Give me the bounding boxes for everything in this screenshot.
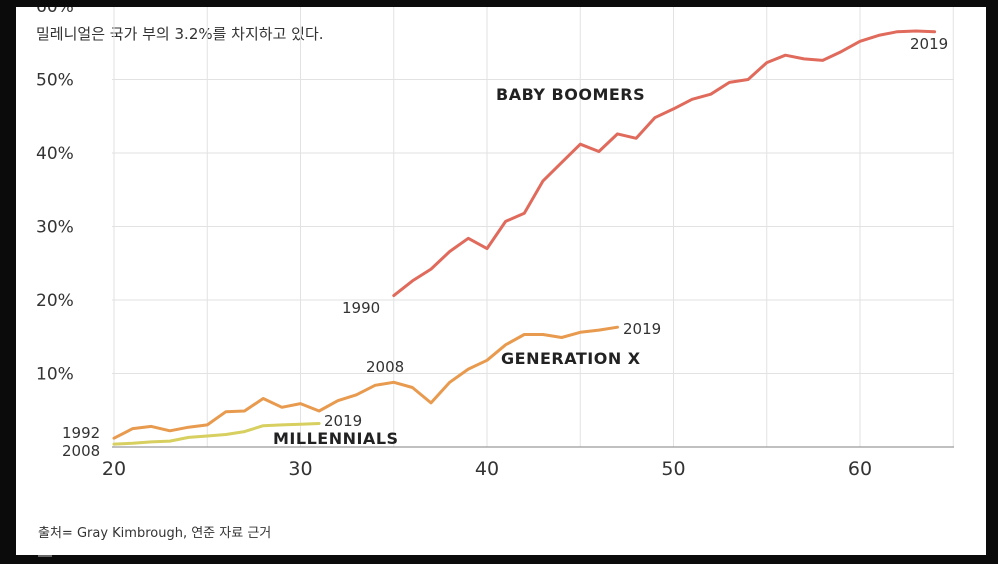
line-chart: 10% 20% 30% 40% 50% 60% 20 30 40 50 60 BABY BOOME… <box>36 7 954 480</box>
y-tick-label-20: 20% <box>36 291 74 311</box>
series-line-millennials <box>112 422 321 446</box>
annotation-mill-end: 2019 <box>324 412 362 430</box>
y-tick-label-10: 10% <box>36 365 74 385</box>
series-lines <box>112 29 937 446</box>
y-tick-label-50: 50% <box>36 71 74 91</box>
x-tick-label-20: 20 <box>102 458 126 480</box>
grid <box>112 7 954 447</box>
x-tick-label-50: 50 <box>661 458 685 480</box>
series-line-baby-boomers <box>392 29 937 298</box>
annotation-genx-end: 2019 <box>623 320 661 338</box>
chart-frame: 밀레니얼은 국가 부의 3.2%를 차지하고 있다. 10% 20% 30% 40% 5… <box>16 7 986 557</box>
x-tick-label-60: 60 <box>848 458 872 480</box>
x-tick-label-40: 40 <box>475 458 499 480</box>
x-axis-ticks: 20 30 40 50 60 <box>102 458 872 480</box>
series-line-generation-x <box>112 325 619 440</box>
chart-caption: 밀레니얼은 국가 부의 3.2%를 차지하고 있다. <box>36 25 324 43</box>
series-label-millennials: MILLENNIALS <box>273 429 399 448</box>
y-tick-label-60: 60% <box>36 7 74 17</box>
annotation-boomers-end: 2019 <box>910 35 948 53</box>
y-tick-label-40: 40% <box>36 144 74 164</box>
series-label-baby-boomers: BABY BOOMERS <box>496 85 645 104</box>
annotation-genx-mid: 2008 <box>366 358 404 376</box>
y-axis-ticks: 10% 20% 30% 40% 50% 60% <box>36 7 74 385</box>
annotation-boomers-start: 1990 <box>342 299 380 317</box>
annotation-genx-start: 1992 <box>62 424 100 442</box>
x-tick-label-30: 30 <box>288 458 312 480</box>
source-note: 출처= Gray Kimbrough, 연준 자료 근거 <box>38 526 272 541</box>
y-tick-label-30: 30% <box>36 218 74 238</box>
annotation-mill-start: 2008 <box>62 442 100 460</box>
footer-mark <box>38 555 52 557</box>
series-label-generation-x: GENERATION X <box>501 349 641 368</box>
